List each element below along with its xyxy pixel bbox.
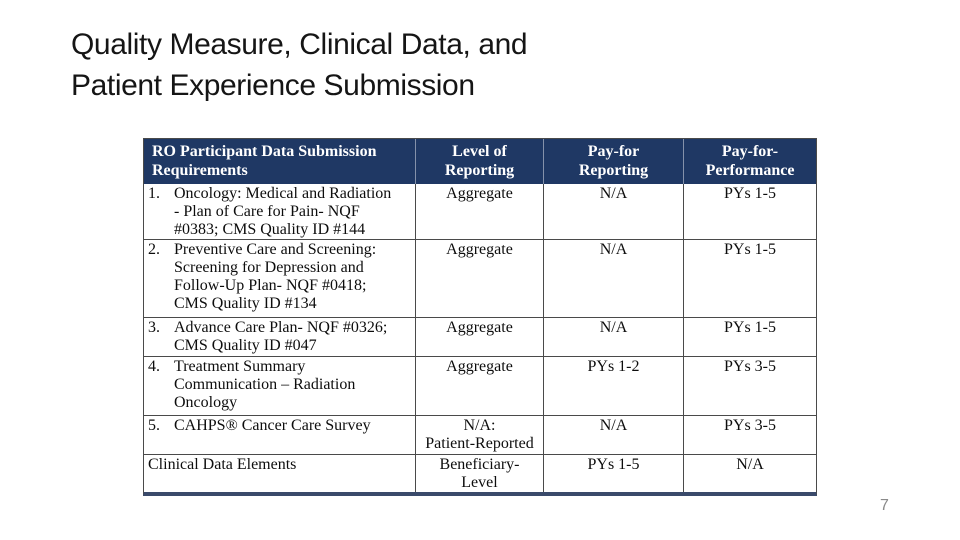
col-header-level-of-reporting: Level of Reporting — [416, 139, 544, 184]
table-cell-level-of-reporting: Aggregate — [416, 240, 544, 318]
page-number: 7 — [880, 497, 889, 514]
table-cell-level-of-reporting: Aggregate — [416, 357, 544, 416]
requirement-text: Clinical Data Elements — [148, 456, 297, 473]
row-number: 5. — [148, 417, 160, 434]
table-cell-requirement: 4. Treatment Summary Communication – Rad… — [144, 357, 416, 416]
row-number: 1. — [148, 185, 160, 202]
table-cell-level-of-reporting: Beneficiary- Level — [416, 455, 544, 492]
requirement-text: Treatment Summary Communication – Radiat… — [174, 358, 356, 411]
table-cell-pay-for-reporting: PYs 1-5 — [544, 455, 684, 492]
table-cell-level-of-reporting: Aggregate — [416, 318, 544, 357]
table-cell-pay-for-performance: PYs 1-5 — [684, 240, 816, 318]
row-number: 3. — [148, 319, 160, 336]
requirement-text: CAHPS® Cancer Care Survey — [174, 417, 371, 434]
table-cell-pay-for-reporting: N/A — [544, 416, 684, 455]
table-cell-pay-for-reporting: N/A — [544, 184, 684, 240]
table-cell-requirement: 3. Advance Care Plan- NQF #0326; CMS Qua… — [144, 318, 416, 357]
col-header-requirements: RO Participant Data Submission Requireme… — [144, 139, 416, 184]
table-cell-pay-for-performance: PYs 1-5 — [684, 184, 816, 240]
table-cell-pay-for-performance: N/A — [736, 456, 764, 473]
row-number: 2. — [148, 241, 160, 258]
table-cell-pay-for-reporting: PYs 1-2 — [544, 357, 684, 416]
table-cell-requirement: 5. CAHPS® Cancer Care Survey — [144, 416, 416, 455]
table-cell-level-of-reporting: Aggregate — [416, 184, 544, 240]
requirement-text: Preventive Care and Screening: Screening… — [174, 241, 377, 312]
table-cell-requirement: Clinical Data Elements — [144, 455, 416, 492]
requirement-text: Oncology: Medical and Radiation - Plan o… — [174, 185, 392, 238]
table-cell-pay-for-performance: PYs 1-5 — [684, 318, 816, 357]
table-cell-pay-for-performance: PYs 3-5 — [684, 357, 816, 416]
row-number: 4. — [148, 358, 160, 375]
table-cell-pay-for-reporting: N/A — [544, 240, 684, 318]
table-cell-pay-for-performance: PYs 3-5 — [684, 416, 816, 455]
page-title: Quality Measure, Clinical Data, and Pati… — [71, 28, 528, 102]
col-header-pay-for-performance: Pay-for- Performance — [684, 139, 816, 184]
table-cell-requirement: 1. Oncology: Medical and Radiation - Pla… — [144, 184, 416, 240]
table-cell-level-of-reporting: N/A: Patient-Reported — [416, 416, 544, 455]
requirement-text: Advance Care Plan- NQF #0326; CMS Qualit… — [174, 319, 388, 354]
table-cell-requirement: 2. Preventive Care and Screening: Screen… — [144, 240, 416, 318]
col-header-pay-for-reporting: Pay-for Reporting — [544, 139, 684, 184]
table-cell-pay-for-reporting: N/A — [544, 318, 684, 357]
submission-requirements-table: RO Participant Data Submission Requireme… — [143, 138, 817, 496]
